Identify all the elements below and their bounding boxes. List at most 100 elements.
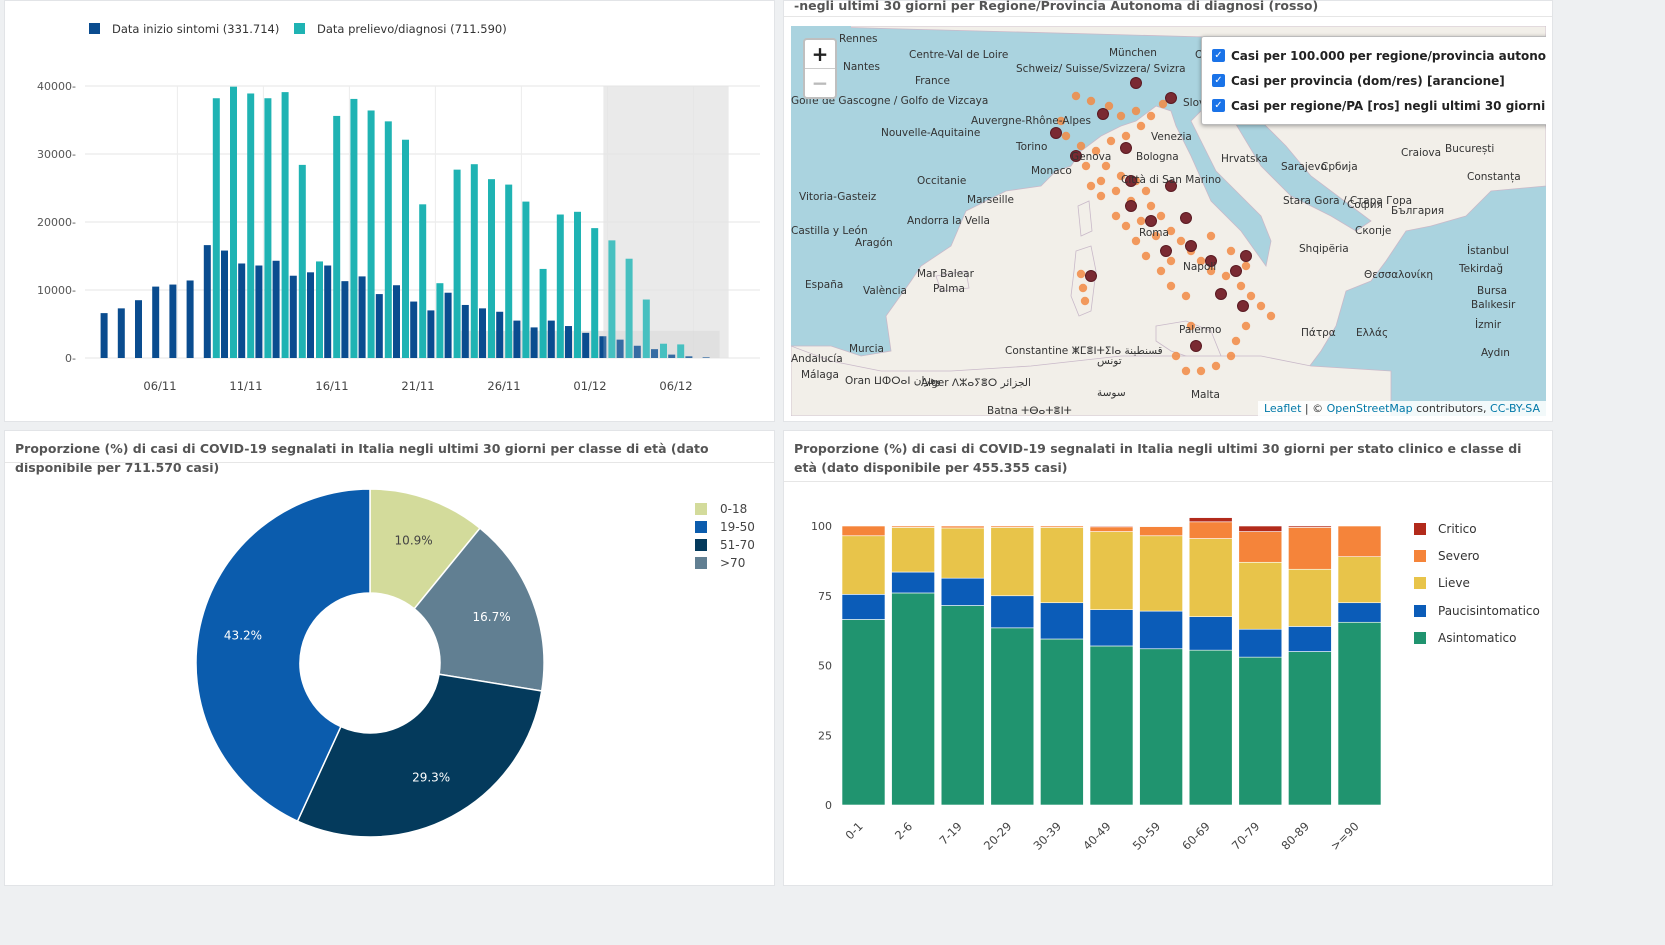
region-marker[interactable] <box>1097 108 1109 120</box>
stack-segment[interactable] <box>1139 535 1183 612</box>
bar[interactable] <box>702 357 710 358</box>
stack-segment[interactable] <box>940 577 985 606</box>
bar[interactable] <box>341 281 349 358</box>
province-dot[interactable] <box>1181 291 1191 301</box>
zoom-out-button[interactable]: − <box>811 71 829 95</box>
province-dot[interactable] <box>1226 351 1236 361</box>
province-dot[interactable] <box>1206 266 1216 276</box>
bar[interactable] <box>203 245 211 358</box>
stack-segment[interactable] <box>1337 621 1382 806</box>
province-dot[interactable] <box>1171 351 1181 361</box>
bar[interactable] <box>608 240 616 358</box>
province-dot[interactable] <box>1111 211 1121 221</box>
bar[interactable] <box>169 284 177 358</box>
pie-slice[interactable] <box>413 527 545 692</box>
bar[interactable] <box>316 261 323 358</box>
stack-segment[interactable] <box>1139 525 1183 527</box>
bar[interactable] <box>660 343 667 358</box>
province-dot[interactable] <box>1096 176 1106 186</box>
stack-segment[interactable] <box>1288 525 1332 528</box>
province-dot[interactable] <box>1246 291 1256 301</box>
province-dot[interactable] <box>1076 269 1086 279</box>
stack-segment[interactable] <box>1238 561 1283 630</box>
epi-legend[interactable]: Data inizio sintomi (331.714) Data preli… <box>89 22 507 36</box>
province-dot[interactable] <box>1181 366 1191 376</box>
region-marker[interactable] <box>1240 250 1252 262</box>
stack-segment[interactable] <box>1288 527 1332 570</box>
region-marker[interactable] <box>1145 215 1157 227</box>
province-dot[interactable] <box>1076 141 1086 151</box>
province-dot[interactable] <box>1104 101 1114 111</box>
stack-segment[interactable] <box>891 527 935 573</box>
bar[interactable] <box>651 349 658 358</box>
bar[interactable] <box>453 169 461 358</box>
bar[interactable] <box>496 311 504 358</box>
bar[interactable] <box>324 265 332 358</box>
bar[interactable] <box>616 339 624 358</box>
stack-segment[interactable] <box>1288 568 1332 627</box>
province-dot[interactable] <box>1056 116 1066 126</box>
province-dot[interactable] <box>1256 301 1266 311</box>
province-dot[interactable] <box>1196 366 1206 376</box>
province-dot[interactable] <box>1146 111 1156 121</box>
province-dot[interactable] <box>1196 256 1206 266</box>
stack-segment[interactable] <box>1139 610 1183 650</box>
bar[interactable] <box>350 98 358 359</box>
stack-segment[interactable] <box>1188 616 1233 651</box>
bar[interactable] <box>247 93 255 358</box>
province-dot[interactable] <box>1221 271 1231 281</box>
stack-segment[interactable] <box>891 571 935 594</box>
province-dot[interactable] <box>1081 161 1091 171</box>
province-dot[interactable] <box>1061 131 1071 141</box>
bar[interactable] <box>444 292 452 358</box>
bar[interactable] <box>419 204 427 358</box>
pie-slice[interactable] <box>195 488 371 823</box>
bar[interactable] <box>333 115 341 358</box>
stack-segment[interactable] <box>841 594 886 620</box>
stack-segment[interactable] <box>990 525 1035 528</box>
bar[interactable] <box>488 179 495 358</box>
bar[interactable] <box>522 201 530 358</box>
bar[interactable] <box>410 301 418 358</box>
stack-segment[interactable] <box>940 527 985 579</box>
province-dot[interactable] <box>1086 96 1096 106</box>
region-marker[interactable] <box>1180 212 1192 224</box>
province-dot[interactable] <box>1121 221 1131 231</box>
bar[interactable] <box>100 313 108 358</box>
bar[interactable] <box>461 304 469 358</box>
layer-toggle-rate[interactable]: ✓ Casi per 100.000 per regione/provincia … <box>1212 43 1546 68</box>
bar[interactable] <box>642 299 650 358</box>
bar[interactable] <box>599 336 607 358</box>
province-dot[interactable] <box>1166 281 1176 291</box>
bar[interactable] <box>289 275 297 358</box>
bar[interactable] <box>221 250 228 358</box>
stack-segment[interactable] <box>1238 525 1283 532</box>
leaflet-link[interactable]: Leaflet <box>1263 402 1302 415</box>
province-dot[interactable] <box>1266 311 1276 321</box>
bar[interactable] <box>393 285 400 358</box>
stack-segment[interactable] <box>1238 628 1283 658</box>
stack-segment[interactable] <box>1337 556 1382 604</box>
province-dot[interactable] <box>1136 216 1146 226</box>
stack-segment[interactable] <box>1040 602 1084 640</box>
stack-segment[interactable] <box>841 619 886 806</box>
province-dot[interactable] <box>1080 296 1090 306</box>
province-dot[interactable] <box>1111 186 1121 196</box>
region-marker[interactable] <box>1130 77 1142 89</box>
stack-segment[interactable] <box>1188 538 1233 617</box>
region-marker[interactable] <box>1165 180 1177 192</box>
province-dot[interactable] <box>1156 266 1166 276</box>
province-dot[interactable] <box>1186 321 1196 331</box>
stack-segment[interactable] <box>1188 649 1233 806</box>
stack-segment[interactable] <box>891 592 935 806</box>
stack-segment[interactable] <box>1188 521 1233 539</box>
bar[interactable] <box>574 211 581 358</box>
region-marker[interactable] <box>1125 175 1137 187</box>
bar[interactable] <box>625 258 633 358</box>
stack-segment[interactable] <box>1337 525 1382 557</box>
province-dot[interactable] <box>1121 131 1131 141</box>
stack-segment[interactable] <box>1188 517 1233 523</box>
stack-segment[interactable] <box>1040 638 1084 806</box>
region-marker[interactable] <box>1190 340 1202 352</box>
stack-segment[interactable] <box>841 535 886 595</box>
